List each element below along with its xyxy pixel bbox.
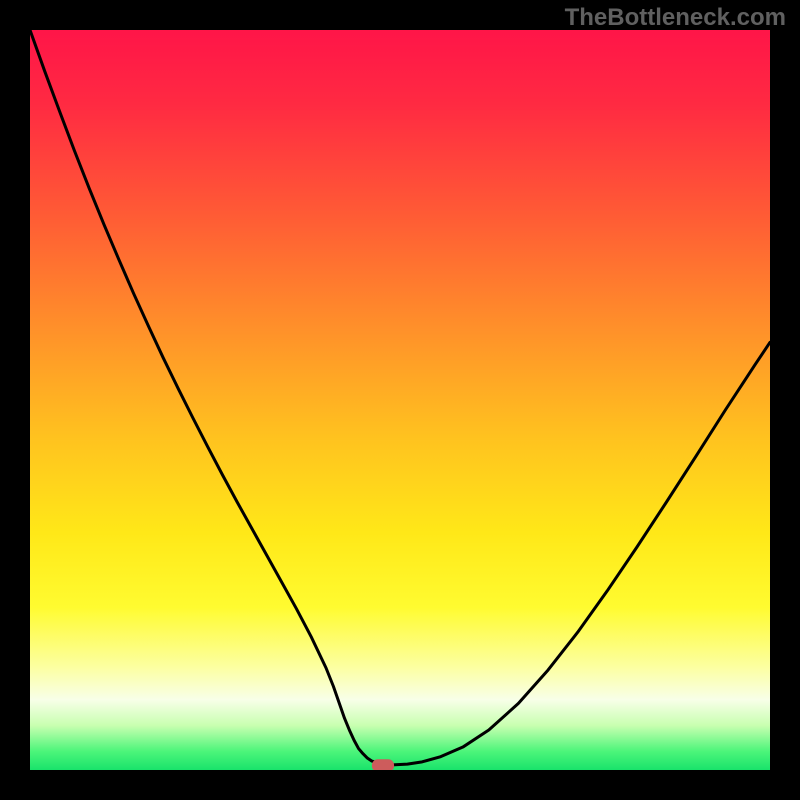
plot-area <box>30 30 770 770</box>
optimum-marker <box>372 759 394 770</box>
watermark-text: TheBottleneck.com <box>565 4 786 32</box>
gradient-background <box>30 30 770 770</box>
plot-svg <box>30 30 770 770</box>
chart-outer: TheBottleneck.com <box>0 0 800 800</box>
